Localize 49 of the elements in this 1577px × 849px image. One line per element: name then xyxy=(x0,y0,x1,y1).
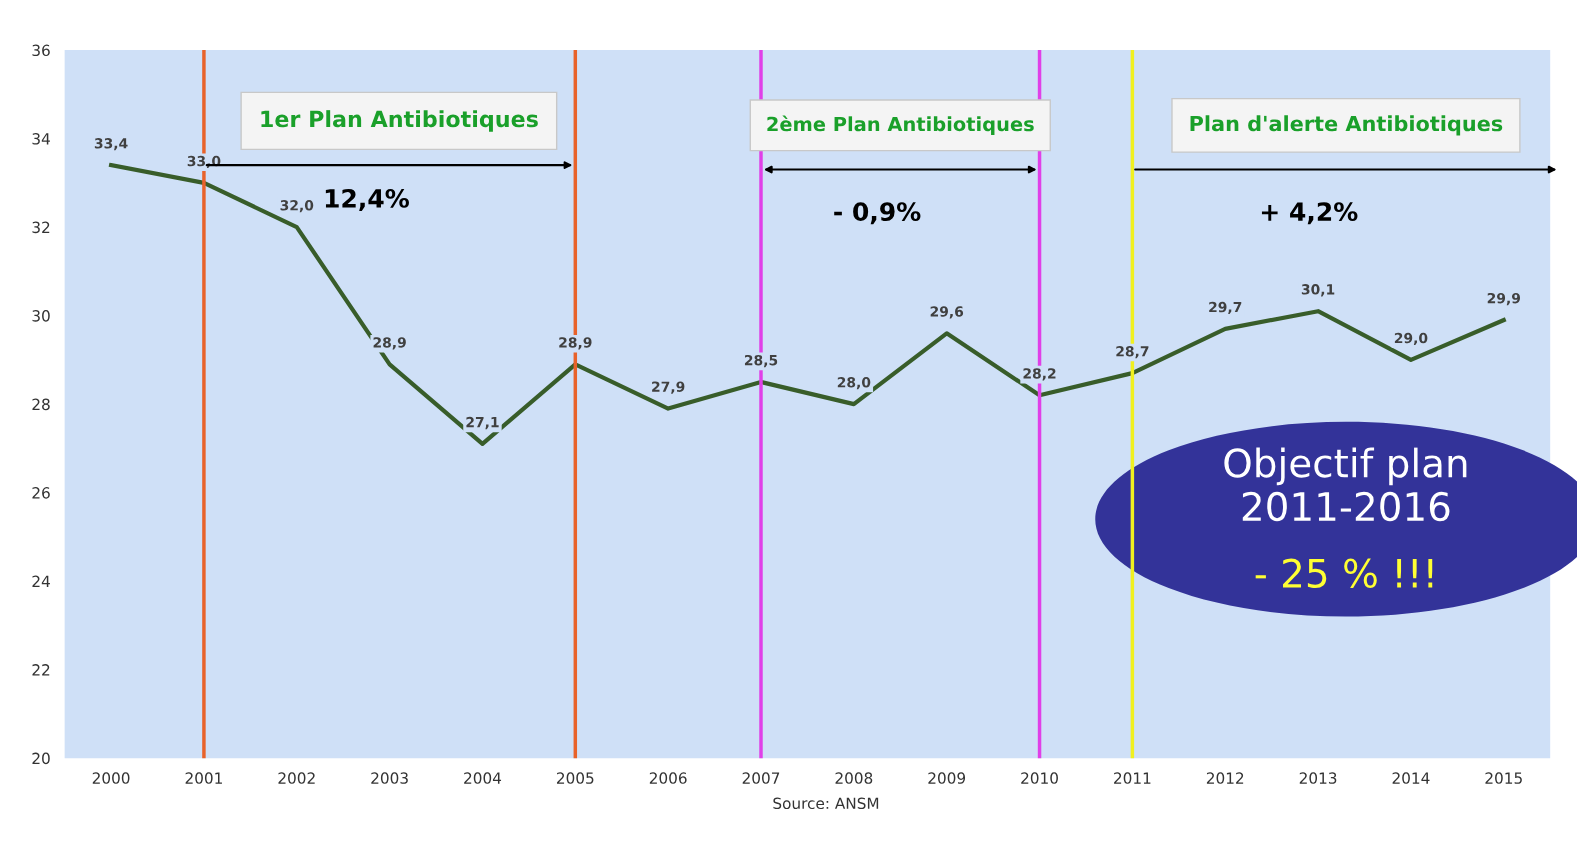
x-tick-label: 2014 xyxy=(1392,772,1430,784)
y-tick-label: 24 xyxy=(32,575,50,587)
annotation: - 0,9% xyxy=(834,202,921,225)
x-tick-label: 2012 xyxy=(1206,772,1244,784)
y-tick-label: 36 xyxy=(32,44,50,57)
data-label: 30,1 xyxy=(1301,284,1335,297)
x-tick-label: 2004 xyxy=(464,772,502,784)
annotation: 1er Plan Antibiotiques xyxy=(261,110,538,132)
x-tick-label: 2008 xyxy=(835,772,873,784)
data-label: 28,9 xyxy=(373,337,406,350)
x-tick-label: 2006 xyxy=(649,772,687,784)
x-tick-label: 2011 xyxy=(1114,772,1151,784)
data-label: 27,9 xyxy=(652,381,685,394)
x-tick-label: 2010 xyxy=(1021,772,1058,784)
data-label: 28,9 xyxy=(559,337,592,350)
annotation: 12,4% xyxy=(325,188,409,211)
annotation: + 4,2% xyxy=(1261,202,1358,225)
x-tick-label: 2002 xyxy=(278,772,315,784)
data-label: 32,0 xyxy=(280,200,314,213)
data-label: 28,5 xyxy=(744,354,778,368)
data-label: 28,0 xyxy=(837,377,871,390)
data-label: 28,7 xyxy=(1116,346,1149,359)
data-label: 29,9 xyxy=(1487,292,1521,306)
data-label: 27,1 xyxy=(466,416,499,430)
source-note: Source: ANSM xyxy=(773,797,879,810)
x-tick-label: 2003 xyxy=(371,772,408,784)
y-tick-label: 26 xyxy=(32,487,50,499)
annotation: - 25 % !!! xyxy=(1255,558,1433,588)
x-tick-label: 2007 xyxy=(742,772,780,784)
y-tick-label: 30 xyxy=(32,310,50,322)
y-tick-label: 34 xyxy=(32,133,50,145)
x-tick-label: 2015 xyxy=(1485,772,1522,784)
annotation: Plan d'alerte Antibiotiques xyxy=(1190,115,1503,136)
x-tick-label: 2001 xyxy=(185,772,222,784)
data-label: 29,7 xyxy=(1209,301,1242,315)
x-tick-label: 2000 xyxy=(92,772,130,784)
y-tick-label: 32 xyxy=(32,221,50,234)
y-tick-label: 28 xyxy=(32,398,50,411)
x-tick-label: 2005 xyxy=(556,772,594,784)
data-label: 28,2 xyxy=(1023,368,1056,381)
y-tick-label: 22 xyxy=(32,664,50,676)
x-tick-label: 2013 xyxy=(1299,772,1337,784)
data-label: 33,4 xyxy=(94,138,128,151)
annotation: Objectif plan 2011-2016 xyxy=(1224,447,1467,522)
data-label: 29,6 xyxy=(930,306,964,319)
x-tick-label: 2009 xyxy=(928,772,966,784)
data-label: 29,0 xyxy=(1394,332,1428,346)
annotation: 2ème Plan Antibiotiques xyxy=(767,115,1034,136)
y-tick-label: 20 xyxy=(32,752,50,765)
